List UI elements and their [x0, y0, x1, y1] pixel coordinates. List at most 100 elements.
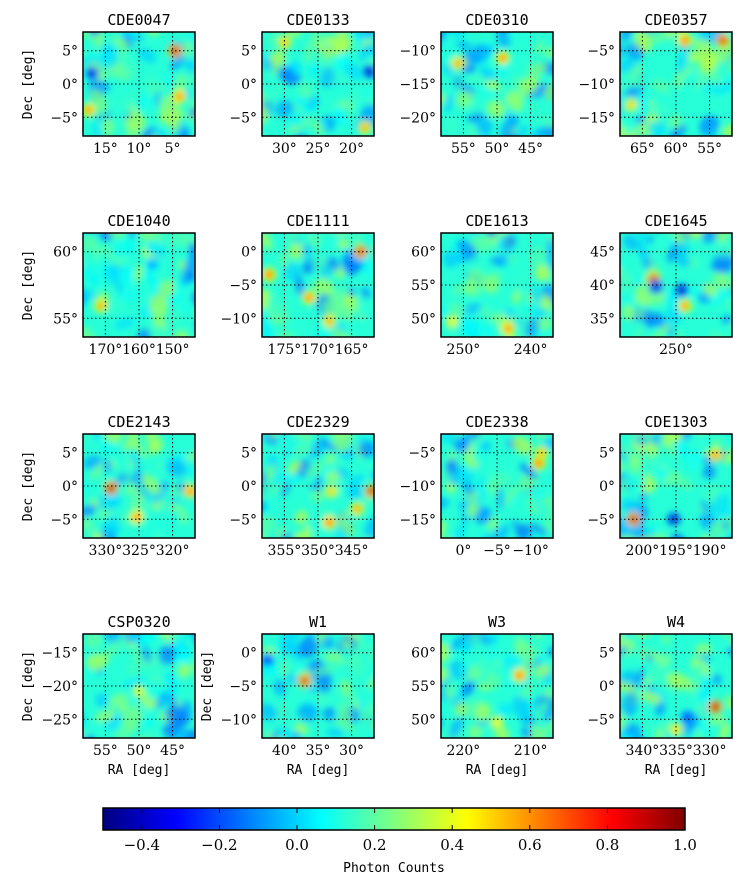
panel-title: CDE0133: [286, 11, 349, 29]
noise-blob: [132, 439, 148, 459]
noise-blob: [705, 484, 720, 502]
x-tick-label: 240°: [514, 342, 548, 358]
noise-blob: [124, 466, 134, 480]
panel-cde1111: CDE1111 175° 170° 165° 0° −5° −10°: [220, 212, 375, 358]
noise-blob: [494, 659, 501, 668]
colorbar-tick-label: 0.0: [285, 836, 309, 854]
noise-blob: [713, 245, 732, 258]
noise-blob: [711, 82, 732, 95]
y-tick-label: 50°: [411, 712, 436, 728]
source-core: [327, 487, 335, 495]
panel-map: [83, 634, 195, 738]
noise-blob: [114, 98, 134, 109]
noise-blob: [516, 123, 529, 136]
noise-blob: [527, 634, 542, 642]
noise-blob: [91, 463, 104, 480]
noise-blob: [273, 678, 287, 697]
y-tick-label: 60°: [411, 646, 436, 662]
noise-blob: [677, 62, 685, 74]
noise-blob: [630, 298, 646, 311]
source-core: [301, 677, 309, 685]
noise-blob: [650, 434, 663, 446]
y-tick-label: 0°: [599, 479, 615, 495]
noise-blob: [701, 703, 708, 717]
panel-frame: [261, 232, 375, 338]
y-tick-label: 0°: [241, 479, 257, 495]
noise-blob: [512, 695, 530, 720]
noise-blob: [92, 434, 106, 440]
noise-blob: [135, 328, 151, 337]
noise-blob: [305, 461, 325, 478]
panel-grid-lines: [620, 434, 732, 538]
noise-blob: [120, 286, 140, 302]
noise-blob: [711, 270, 721, 290]
noise-blob: [645, 236, 655, 244]
noise-blob: [83, 32, 94, 38]
noise-blob: [620, 84, 630, 91]
noise-blob: [96, 253, 110, 268]
x-axis-label: RA [deg]: [466, 763, 529, 778]
noise-blob: [534, 264, 551, 281]
noise-blob: [353, 32, 370, 42]
noise-blob: [637, 123, 651, 136]
noise-blob: [262, 319, 272, 337]
noise-blob: [652, 311, 667, 330]
noise-blob: [316, 461, 338, 478]
noise-blob: [285, 652, 298, 677]
panel-map: [262, 233, 374, 337]
noise-blob: [262, 233, 274, 251]
noise-blob: [83, 266, 100, 278]
noise-blob: [148, 443, 158, 455]
noise-blob: [130, 450, 143, 475]
noise-blob: [620, 44, 626, 58]
x-tick-label: 0°: [455, 543, 471, 559]
noise-blob: [511, 270, 532, 293]
noise-blob: [360, 287, 371, 299]
noise-blob: [188, 241, 195, 262]
noise-blob: [174, 74, 189, 91]
panel-frame: [619, 232, 733, 338]
noise-blob: [441, 93, 446, 107]
x-tick-label: 350°: [301, 543, 335, 559]
noise-blob: [441, 641, 451, 663]
noise-blob: [699, 115, 720, 136]
noise-blob: [634, 284, 648, 305]
panel-map: [262, 634, 374, 738]
panel-cde0310: CDE0310 55° 50° 45° −10° −15° −20°: [399, 11, 554, 157]
noise-blob: [497, 58, 511, 79]
noise-blob: [335, 32, 352, 53]
noise-blob: [470, 233, 493, 254]
noise-blob: [682, 71, 698, 85]
x-tick-label: 20°: [339, 141, 364, 157]
panel-noise: [441, 233, 553, 337]
noise-blob: [144, 77, 160, 92]
noise-blob: [114, 472, 130, 485]
noise-blob: [340, 679, 352, 697]
y-tick-label: −5°: [408, 446, 436, 462]
noise-blob: [621, 498, 643, 517]
noise-blob: [620, 32, 635, 42]
panel-grid-lines: [83, 32, 195, 136]
noise-blob: [443, 118, 460, 135]
panel-frame: [619, 633, 733, 739]
noise-blob: [188, 107, 195, 118]
x-tick-label: 50°: [127, 743, 152, 759]
noise-blob: [286, 233, 299, 242]
noise-blob: [686, 233, 705, 240]
y-tick-label: 0°: [62, 77, 78, 93]
noise-blob: [710, 520, 724, 538]
colorbar-tick-label: −0.4: [124, 836, 160, 854]
source-core: [681, 36, 689, 44]
noise-blob: [368, 643, 374, 664]
x-tick-label: 190°: [693, 543, 727, 559]
noise-blob: [719, 723, 731, 738]
noise-blob: [346, 331, 359, 337]
x-tick-label: 355°: [268, 543, 302, 559]
y-tick-label: −5°: [587, 512, 615, 528]
x-tick-label: 340°: [626, 743, 660, 759]
colorbar-label: Photon Counts: [343, 861, 445, 876]
noise-blob: [620, 273, 634, 293]
noise-blob: [83, 476, 89, 493]
noise-blob: [326, 452, 335, 461]
